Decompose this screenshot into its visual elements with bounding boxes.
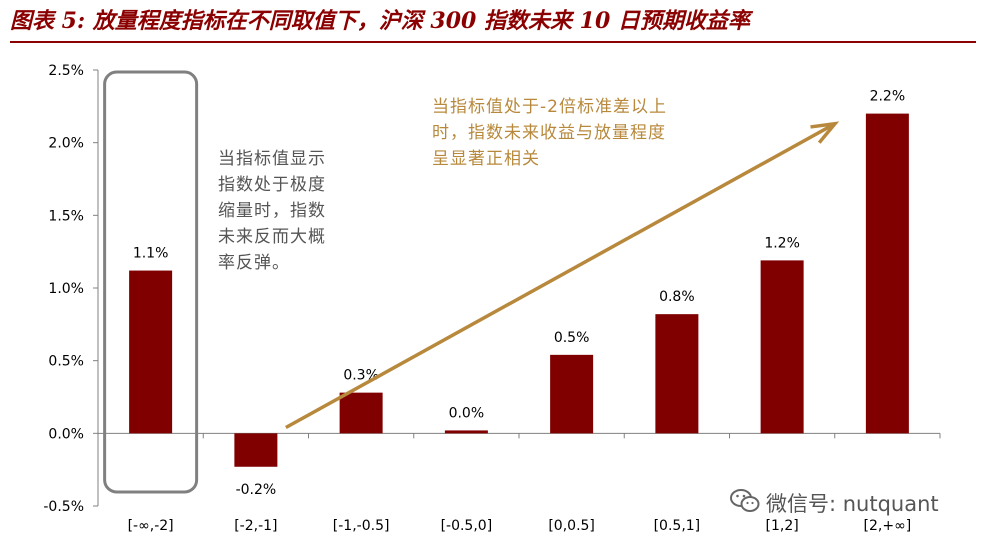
wechat-icon (730, 488, 760, 522)
data-label: 2.2% (870, 89, 906, 105)
bar (444, 430, 488, 434)
x-category-label: [-∞,-2] (128, 518, 174, 534)
data-label: 0.0% (449, 405, 485, 421)
highlight-box (103, 70, 199, 494)
bar (865, 113, 909, 434)
bar (655, 314, 699, 434)
x-category-label: [2,+∞] (864, 518, 912, 534)
y-tick-label: 1.5% (48, 208, 84, 224)
annotation-positive-correlation: 当指标值处于-2倍标准差以上 时，指数未来收益与放量程度 呈显著正相关 (432, 97, 667, 169)
bar (339, 392, 383, 434)
wechat-watermark: 微信号: nutquant (730, 488, 939, 518)
y-tick-label: 2.0% (48, 136, 84, 152)
trend-arrow-head (810, 121, 840, 144)
y-tick-label: 2.5% (48, 63, 84, 79)
x-category-label: [-0.5,0] (441, 518, 493, 534)
data-label: 1.1% (133, 246, 169, 262)
bar (550, 354, 594, 434)
chart-title: 图表 5: 放量程度指标在不同取值下，沪深 300 指数未来 10 日预期收益率 (10, 8, 750, 34)
y-tick-label: 0.0% (48, 426, 84, 442)
x-category-label: [0,0.5] (548, 518, 595, 534)
bar (234, 433, 278, 467)
x-category-label: [0.5,1] (654, 518, 701, 534)
watermark-text: 微信号: nutquant (766, 492, 939, 516)
y-tick-label: 0.5% (48, 354, 84, 370)
y-tick-label: -0.5% (43, 499, 84, 515)
x-category-label: [-2,-1] (234, 518, 277, 534)
y-tick-label: 1.0% (48, 281, 84, 297)
data-label: 1.2% (764, 235, 800, 251)
title-divider (10, 41, 976, 43)
annotation-extreme-shrink: 当指标值显示 指数处于极度 缩量时，指数 未来反而大概 率反弹。 (218, 149, 326, 273)
data-label: 0.3% (343, 368, 379, 384)
data-label: 0.5% (554, 330, 590, 346)
bar (760, 260, 804, 434)
data-label: -0.2% (236, 482, 277, 498)
x-category-label: [1,2] (766, 518, 799, 534)
x-category-label: [-1,-0.5] (333, 518, 390, 534)
data-label: 0.8% (659, 289, 695, 305)
trend-arrow-shaft (285, 123, 834, 430)
bar (129, 270, 173, 434)
